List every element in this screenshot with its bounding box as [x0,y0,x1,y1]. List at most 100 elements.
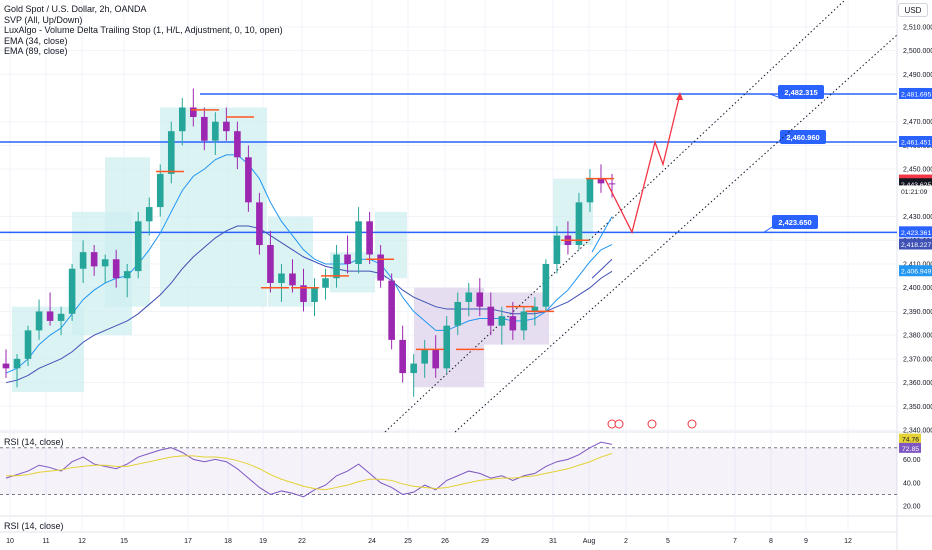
candle-body [2,363,10,369]
candle-body [421,349,428,364]
candle-body [333,254,340,279]
economic-event-icon [687,419,697,429]
price-axis-tag [899,178,932,190]
time-tick-label: 19 [259,538,267,545]
rsi-pane-title-2[interactable]: RSI (14, close) [4,521,64,531]
time-tick-label: 18 [224,538,232,545]
time-tick-label: 17 [184,538,192,545]
level-callout-label: 2,482.315 [784,88,817,97]
candle-body [531,306,539,312]
candle-body [178,107,186,132]
rsi-tick-label: 60.00 [903,457,921,464]
candle-body [234,131,241,158]
candle-body [454,301,462,326]
channel-upper-line [384,0,846,433]
candle-body [377,254,384,281]
price-tick-label: 2,360.000 [903,380,932,387]
candle-body [68,268,76,314]
candle-body [289,273,296,286]
candle-body [355,221,362,264]
time-tick-label: 9 [804,538,808,545]
price-axis-tag [899,135,932,147]
rsi-line [5,441,613,498]
rsi-axis-tag-label: 72.85 [902,446,919,453]
price-tick-label: 2,340.000 [903,428,932,435]
candle-body [586,178,594,203]
rsi-axis-tag [899,442,921,453]
projection-path [604,93,681,235]
price-axis-tag-label: 2,406.949 [901,269,931,276]
time-tick-label: 25 [404,538,412,545]
rsi-tick-label: 40.00 [903,480,921,487]
price-tick-label: 2,470.000 [903,119,932,126]
rsi-axis-tag-label: 74.76 [902,437,919,444]
candle-body [245,157,252,203]
level-callout-pointer [763,226,773,233]
time-tick-label: 11 [42,538,49,545]
candle-body [90,252,98,267]
candle-body [498,316,506,326]
indicator-ema89[interactable]: EMA (89, close) [4,46,68,56]
candle-body [13,358,21,369]
candle-body [190,107,197,117]
price-axis-tag-label: 2,423.361 [901,230,931,237]
candle-body [432,349,440,369]
currency-button[interactable]: USD [898,3,928,17]
rsi-pane-title[interactable]: RSI (14, close) [4,437,64,447]
price-tick-label: 2,380.000 [903,333,932,340]
price-tick-label: 2,370.000 [903,356,932,363]
ema-projection-2 [591,258,613,279]
candle-body [134,221,142,272]
candle-body [278,273,285,283]
candle-body [46,311,54,321]
candle-body [24,330,32,359]
indicator-luxalgo[interactable]: LuxAlgo - Volume Delta Trailing Stop (1,… [4,25,283,35]
candle-body [57,313,65,321]
symbol-title[interactable]: Gold Spot / U.S. Dollar, 2h, OANDA [4,4,147,14]
candle-body [575,202,583,246]
indicator-ema34[interactable]: EMA (34, close) [4,35,68,46]
time-tick-label: 8 [769,538,773,545]
price-axis-tag-label: 2,443.625 [901,182,931,189]
candle-body [597,178,605,184]
candle-body [399,339,406,374]
price-axis-tag-label: 2,461.451 [901,139,931,146]
indicator-svp[interactable]: SVP (All, Up/Down) [4,14,83,25]
time-tick-label: 22 [298,538,306,545]
price-axis-tag-label: 2,418.227 [901,242,931,249]
candle-body [509,316,517,331]
price-axis-tag [899,226,932,238]
level-callout-box [772,215,818,229]
rsi-axis-tag [899,433,921,444]
candle-body [123,271,131,279]
projection-arrowhead [676,91,683,100]
price-axis-tag [899,265,932,277]
candle-body [256,202,263,246]
level-callout-label: 2,423.650 [778,218,811,227]
price-axis-tag [899,87,932,99]
channel-lower-line [454,34,898,433]
time-tick-label: 29 [481,538,489,545]
time-tick-label: Aug [583,538,596,545]
price-axis-tag-label: 01:21:09 [901,189,928,196]
time-tick-label: 10 [6,538,14,545]
time-tick-label: 31 [549,538,557,545]
candle-body [487,306,495,326]
price-tick-label: 2,490.000 [903,72,932,79]
time-tick-label: 12 [78,538,86,545]
candle-body [476,292,484,307]
candle-body [465,292,473,302]
price-axis-tag [899,185,932,197]
price-tick-label: 2,400.000 [903,285,932,292]
price-tick-label: 2,500.000 [903,48,932,55]
time-tick-label: 26 [441,538,449,545]
candle-body [101,259,109,267]
candle-body [553,235,561,264]
candle-body [212,121,219,141]
time-tick-label: 7 [733,538,737,545]
level-callout-box [778,85,824,99]
candle-body [542,264,550,307]
candle-body [35,311,43,331]
candle-body [520,311,528,331]
